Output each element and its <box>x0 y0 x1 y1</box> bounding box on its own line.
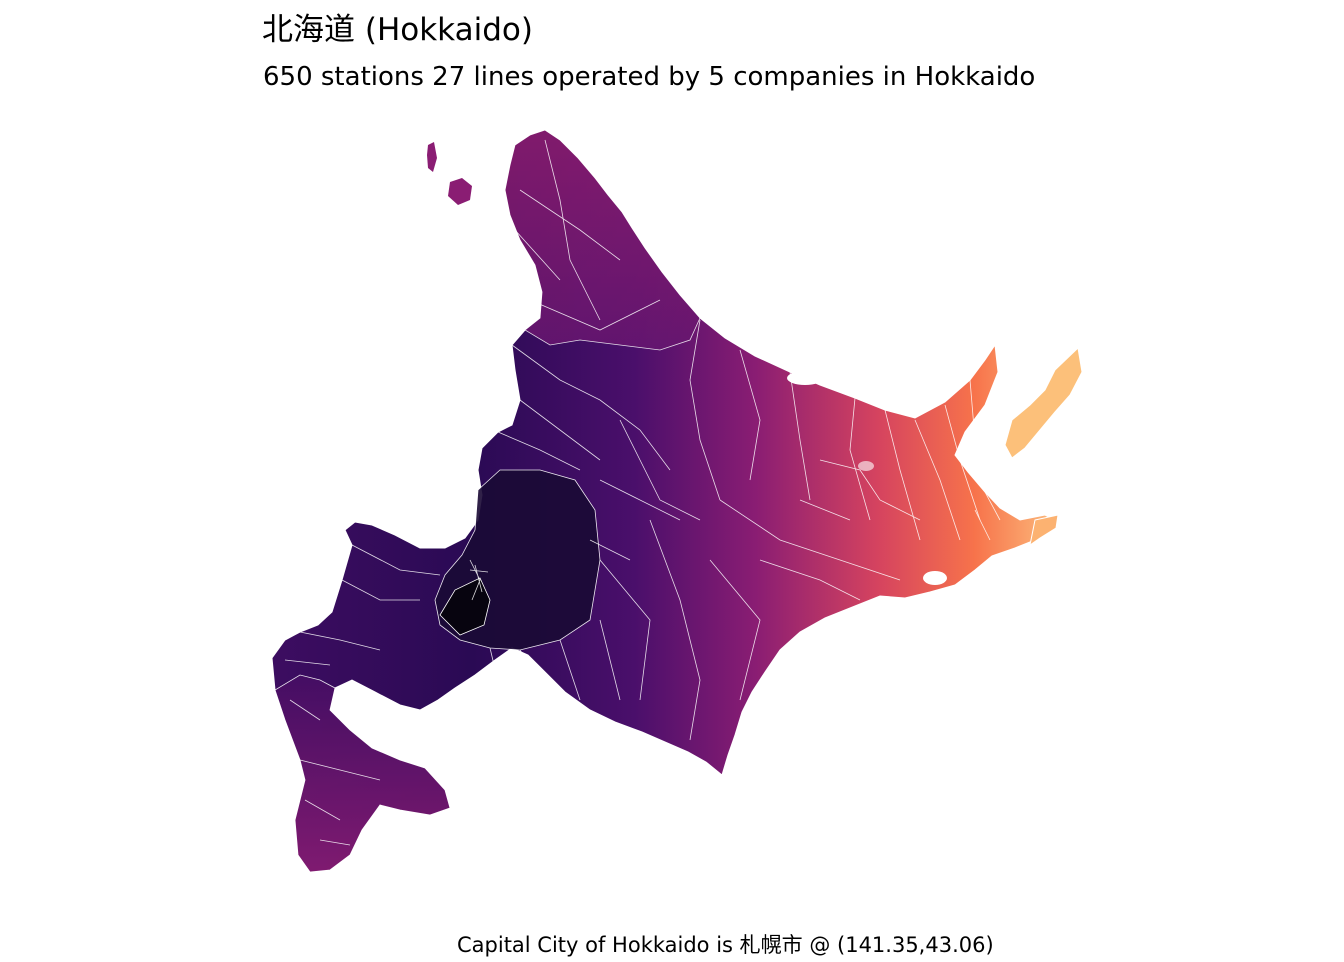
lake-mashu <box>858 461 874 471</box>
oshima-peninsula <box>274 674 451 873</box>
kunashiri-island <box>1004 346 1083 459</box>
voronoi-boundaries <box>284 139 1011 846</box>
north-region <box>504 129 701 351</box>
lake-saroma <box>787 371 823 385</box>
map-title: 北海道 (Hokkaido) <box>262 12 533 48</box>
rishiri-island <box>448 178 472 205</box>
rebun-island <box>427 142 437 172</box>
lake-kussharo <box>923 571 947 585</box>
shikotan-islets <box>1029 514 1059 547</box>
capital-caption: Capital City of Hokkaido is 札幌市 @ (141.3… <box>457 933 994 957</box>
ishikari-plain <box>439 577 491 636</box>
hokkaido-main-landmass <box>271 129 1059 873</box>
map-subtitle: 650 stations 27 lines operated by 5 comp… <box>263 62 1036 92</box>
